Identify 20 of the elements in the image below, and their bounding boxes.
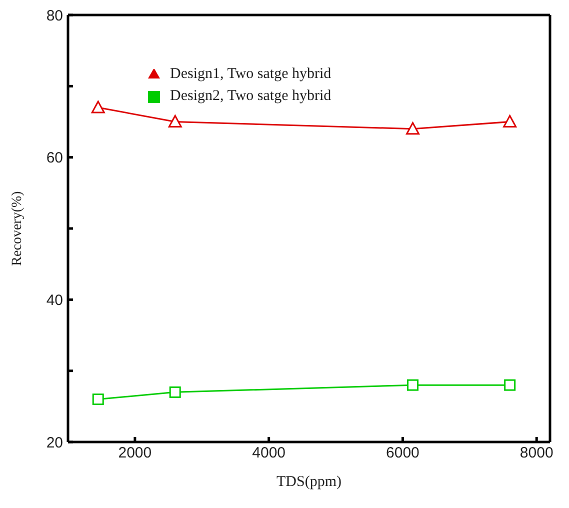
point [168,115,182,128]
x-axis-title: TDS(ppm) [276,474,342,490]
point [92,394,104,406]
point [91,100,105,114]
point [504,379,516,391]
x-tick-label: 2000 [118,444,152,462]
x-tick-label: 6000 [386,444,420,462]
legend-label: Design1, Two satge hybrid [170,66,332,82]
point [503,115,517,128]
point [407,379,419,391]
y-tick-label: 20 [46,434,63,452]
legend-label: Design2, Two satge hybrid [170,88,332,104]
y-tick-label: 80 [46,7,63,24]
x-tick-label: 4000 [252,444,286,462]
y-tick-label: 40 [46,292,63,309]
y-axis-title: Recovery(%) [10,190,25,266]
point [169,386,181,398]
x-tick-label: 8000 [520,444,554,462]
y-tick-label: 60 [46,150,63,167]
point [406,122,420,135]
